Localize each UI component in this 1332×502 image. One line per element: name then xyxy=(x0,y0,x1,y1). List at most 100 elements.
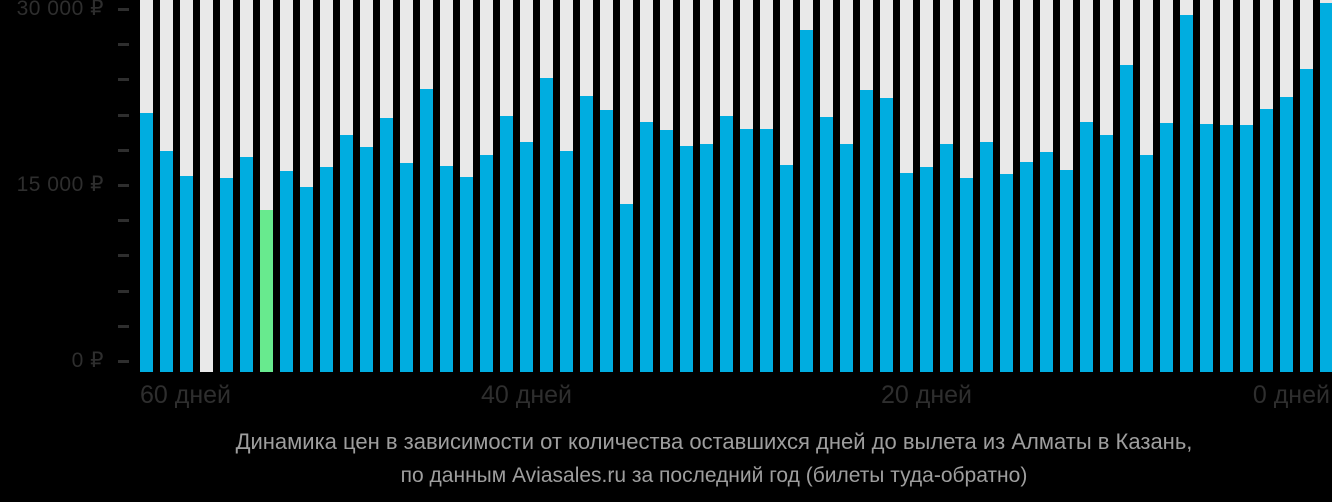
bar-fill xyxy=(380,118,393,372)
bar-day-53[interactable] xyxy=(260,0,273,372)
bar-day-1[interactable] xyxy=(1300,0,1313,372)
y-axis-tick xyxy=(118,254,129,258)
y-axis-label: 15 000 ₽ xyxy=(16,173,104,196)
bar-day-46[interactable] xyxy=(400,0,413,372)
bar-fill xyxy=(300,187,313,372)
caption-line-1: Динамика цен в зависимости от количества… xyxy=(235,429,1193,454)
bar-day-8[interactable] xyxy=(1160,0,1173,372)
bar-fill xyxy=(900,173,913,372)
bar-day-39[interactable] xyxy=(540,0,553,372)
bar-day-45[interactable] xyxy=(420,0,433,372)
bar-day-48[interactable] xyxy=(360,0,373,372)
bar-fill xyxy=(1160,122,1173,372)
bar-fill xyxy=(820,116,833,372)
bar-fill xyxy=(280,170,293,372)
bar-fill xyxy=(220,177,233,372)
x-axis-label-0: 0 дней xyxy=(1252,381,1330,409)
bar-day-21[interactable] xyxy=(900,0,913,372)
bar-day-43[interactable] xyxy=(460,0,473,372)
bar-day-33[interactable] xyxy=(660,0,673,372)
bar-day-12[interactable] xyxy=(1080,0,1093,372)
bar-day-55[interactable] xyxy=(220,0,233,372)
bar-day-16[interactable] xyxy=(1000,0,1013,372)
bar-day-34[interactable] xyxy=(640,0,653,372)
bar-fill xyxy=(760,128,773,372)
bar-day-24[interactable] xyxy=(840,0,853,372)
y-axis-tick xyxy=(118,148,129,152)
bar-day-37[interactable] xyxy=(580,0,593,372)
bar-day-31[interactable] xyxy=(700,0,713,372)
bar-day-7[interactable] xyxy=(1180,0,1193,372)
bar-fill xyxy=(1180,14,1193,372)
bar-day-13[interactable] xyxy=(1060,0,1073,372)
bar-day-41[interactable] xyxy=(500,0,513,372)
bar-fill xyxy=(180,175,193,372)
bar-fill xyxy=(1200,124,1213,372)
bar-day-57[interactable] xyxy=(180,0,193,372)
bar-fill xyxy=(1120,65,1133,372)
bar-fill xyxy=(1080,121,1093,372)
bar-day-49[interactable] xyxy=(340,0,353,372)
bar-day-2[interactable] xyxy=(1280,0,1293,372)
bar-day-4[interactable] xyxy=(1240,0,1253,372)
bar-day-14[interactable] xyxy=(1040,0,1053,372)
bar-fill xyxy=(340,134,353,372)
bar-fill xyxy=(700,143,713,372)
bar-fill xyxy=(680,146,693,372)
bar-day-20[interactable] xyxy=(920,0,933,372)
x-axis-label-40: 40 дней xyxy=(480,381,573,409)
bar-day-36[interactable] xyxy=(600,0,613,372)
bar-fill xyxy=(940,143,953,372)
bar-day-0[interactable] xyxy=(1320,0,1332,372)
bar-day-58[interactable] xyxy=(160,0,173,372)
bar-fill xyxy=(960,177,973,372)
bar-fill xyxy=(460,176,473,372)
bar-day-23[interactable] xyxy=(860,0,873,372)
bar-day-22[interactable] xyxy=(880,0,893,372)
bar-fill xyxy=(1040,152,1053,372)
bar-fill xyxy=(640,121,653,372)
bar-day-38[interactable] xyxy=(560,0,573,372)
bar-day-28[interactable] xyxy=(760,0,773,372)
bar-fill xyxy=(840,143,853,372)
bar-fill xyxy=(440,166,453,372)
bar-day-30[interactable] xyxy=(720,0,733,372)
bar-day-5[interactable] xyxy=(1220,0,1233,372)
bar-day-9[interactable] xyxy=(1140,0,1153,372)
bar-day-3[interactable] xyxy=(1260,0,1273,372)
bar-day-19[interactable] xyxy=(940,0,953,372)
x-axis-label-20: 20 дней xyxy=(880,381,973,409)
bar-day-52[interactable] xyxy=(280,0,293,372)
bar-day-15[interactable] xyxy=(1020,0,1033,372)
bar-day-54[interactable] xyxy=(240,0,253,372)
bar-track xyxy=(200,0,213,372)
bar-day-10[interactable] xyxy=(1120,0,1133,372)
y-axis-label: 0 ₽ xyxy=(71,349,104,372)
bar-day-26[interactable] xyxy=(800,0,813,372)
bar-day-11[interactable] xyxy=(1100,0,1113,372)
bar-day-59[interactable] xyxy=(140,0,153,372)
bar-day-42[interactable] xyxy=(480,0,493,372)
bar-day-56[interactable] xyxy=(200,0,213,372)
bar-day-51[interactable] xyxy=(300,0,313,372)
bar-day-18[interactable] xyxy=(960,0,973,372)
x-axis-label-60: 60 дней xyxy=(140,381,232,409)
y-axis-tick xyxy=(118,289,129,293)
bar-fill xyxy=(560,150,573,372)
bar-day-44[interactable] xyxy=(440,0,453,372)
bar-fill xyxy=(500,115,513,372)
bar-day-25[interactable] xyxy=(820,0,833,372)
bar-day-35[interactable] xyxy=(620,0,633,372)
bar-fill xyxy=(540,78,553,372)
bar-day-32[interactable] xyxy=(680,0,693,372)
bar-fill xyxy=(1280,97,1293,372)
bar-day-17[interactable] xyxy=(980,0,993,372)
bar-day-6[interactable] xyxy=(1200,0,1213,372)
bar-day-50[interactable] xyxy=(320,0,333,372)
bar-day-27[interactable] xyxy=(780,0,793,372)
bar-day-29[interactable] xyxy=(740,0,753,372)
y-axis-tick xyxy=(118,113,129,117)
bar-day-47[interactable] xyxy=(380,0,393,372)
bar-day-40[interactable] xyxy=(520,0,533,372)
bar-fill xyxy=(400,162,413,372)
